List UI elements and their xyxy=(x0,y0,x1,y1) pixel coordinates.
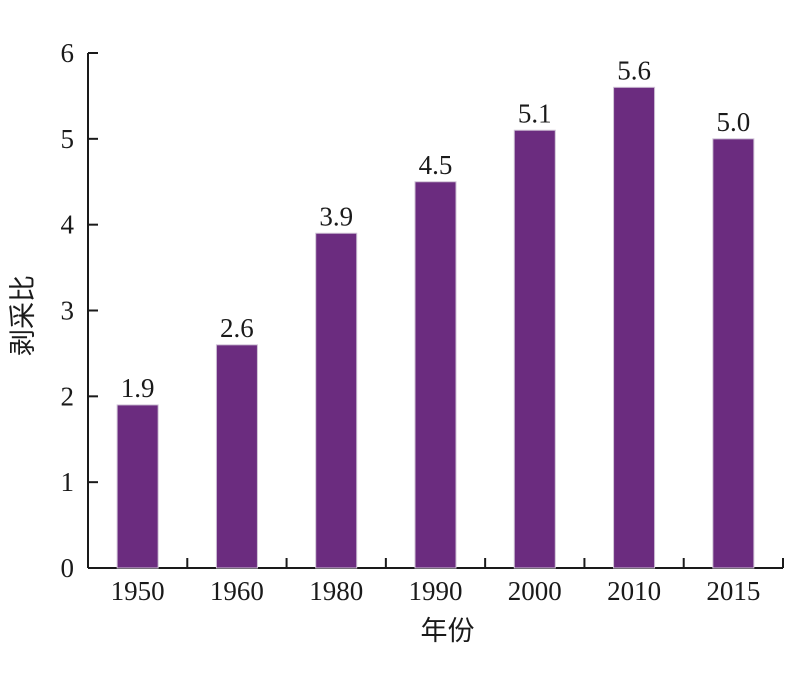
x-tick-label: 1950 xyxy=(111,576,165,606)
bar-1960 xyxy=(215,344,258,569)
y-tick-label: 4 xyxy=(61,210,75,240)
data-label: 5.6 xyxy=(617,55,651,85)
y-axis: 0 1 2 3 4 5 6 xyxy=(61,38,98,583)
data-label: 4.5 xyxy=(419,150,453,180)
y-axis-title: 剥采比 xyxy=(8,275,39,356)
data-label: 5.1 xyxy=(518,98,552,128)
data-label: 2.6 xyxy=(220,313,254,343)
y-tick-label: 3 xyxy=(61,296,75,326)
data-label: 3.9 xyxy=(319,201,353,231)
bars xyxy=(116,86,755,569)
bar-2015 xyxy=(712,138,755,569)
y-tick-label: 6 xyxy=(61,38,75,68)
bar-2010 xyxy=(613,86,656,569)
bar-1980 xyxy=(315,232,358,569)
data-label: 5.0 xyxy=(716,107,750,137)
bar-2000 xyxy=(513,129,556,569)
y-tick-label: 1 xyxy=(61,467,75,497)
x-axis-title: 年份 xyxy=(421,616,475,647)
x-tick-label: 2000 xyxy=(508,576,562,606)
x-tick-label: 1960 xyxy=(210,576,264,606)
x-tick-label: 1980 xyxy=(309,576,363,606)
y-tick-label: 2 xyxy=(61,381,75,411)
x-tick-label: 2015 xyxy=(706,576,760,606)
bar-1950 xyxy=(116,404,159,569)
data-label: 1.9 xyxy=(121,373,155,403)
value-labels: 1.9 2.6 3.9 4.5 5.1 5.6 5.0 xyxy=(121,55,750,403)
x-tick-label: 2010 xyxy=(607,576,661,606)
y-tick-label: 0 xyxy=(61,553,75,583)
bar-1990 xyxy=(414,181,457,569)
x-tick-label: 1990 xyxy=(409,576,463,606)
y-tick-label: 5 xyxy=(61,124,75,154)
x-axis: 1950 1960 1980 1990 2000 2010 2015 xyxy=(87,558,784,606)
